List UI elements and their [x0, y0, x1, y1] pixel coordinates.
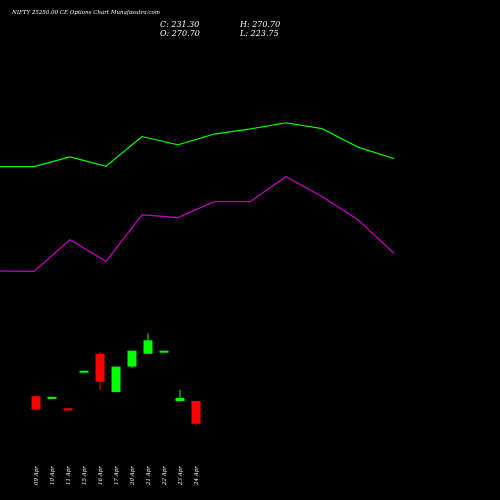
low-readout: L: 223.75 — [240, 29, 279, 38]
x-tick-label-0: 09 Apr — [34, 466, 40, 485]
candle-body-8 — [159, 350, 169, 353]
candle-body-9 — [175, 397, 185, 402]
candle-body-4 — [95, 353, 105, 382]
candle-body-0 — [31, 396, 41, 410]
x-tick-label-8: 22 Apr — [162, 466, 168, 486]
x-tick-label-6: 20 Apr — [130, 466, 136, 486]
x-tick-label-4: 16 Apr — [98, 466, 104, 485]
x-tick-label-7: 21 Apr — [146, 466, 152, 486]
candle-body-7 — [143, 340, 153, 354]
high-readout: H: 270.70 — [240, 20, 281, 29]
candle-body-10 — [191, 401, 201, 424]
candle-body-2 — [63, 408, 73, 411]
x-tick-label-1: 10 Apr — [50, 466, 56, 485]
open-readout: O: 270.70 — [160, 29, 200, 38]
close-readout: C: 231.30 — [160, 20, 200, 29]
candle-body-5 — [111, 366, 121, 393]
lower-band-line — [0, 175, 395, 273]
candle-body-1 — [47, 396, 57, 399]
chart-title: NIFTY 25250.00 CE Options Chart Munafasu… — [12, 10, 161, 16]
x-tick-label-3: 15 Apr — [82, 466, 88, 485]
x-tick-label-5: 17 Apr — [114, 466, 120, 485]
candle-body-6 — [127, 350, 137, 367]
x-tick-label-9: 23 Apr — [178, 466, 184, 486]
x-tick-label-2: 11 Apr — [66, 466, 72, 485]
candle-body-3 — [79, 370, 89, 373]
x-tick-label-10: 24 Apr — [194, 466, 200, 486]
upper-band-line — [0, 122, 395, 168]
